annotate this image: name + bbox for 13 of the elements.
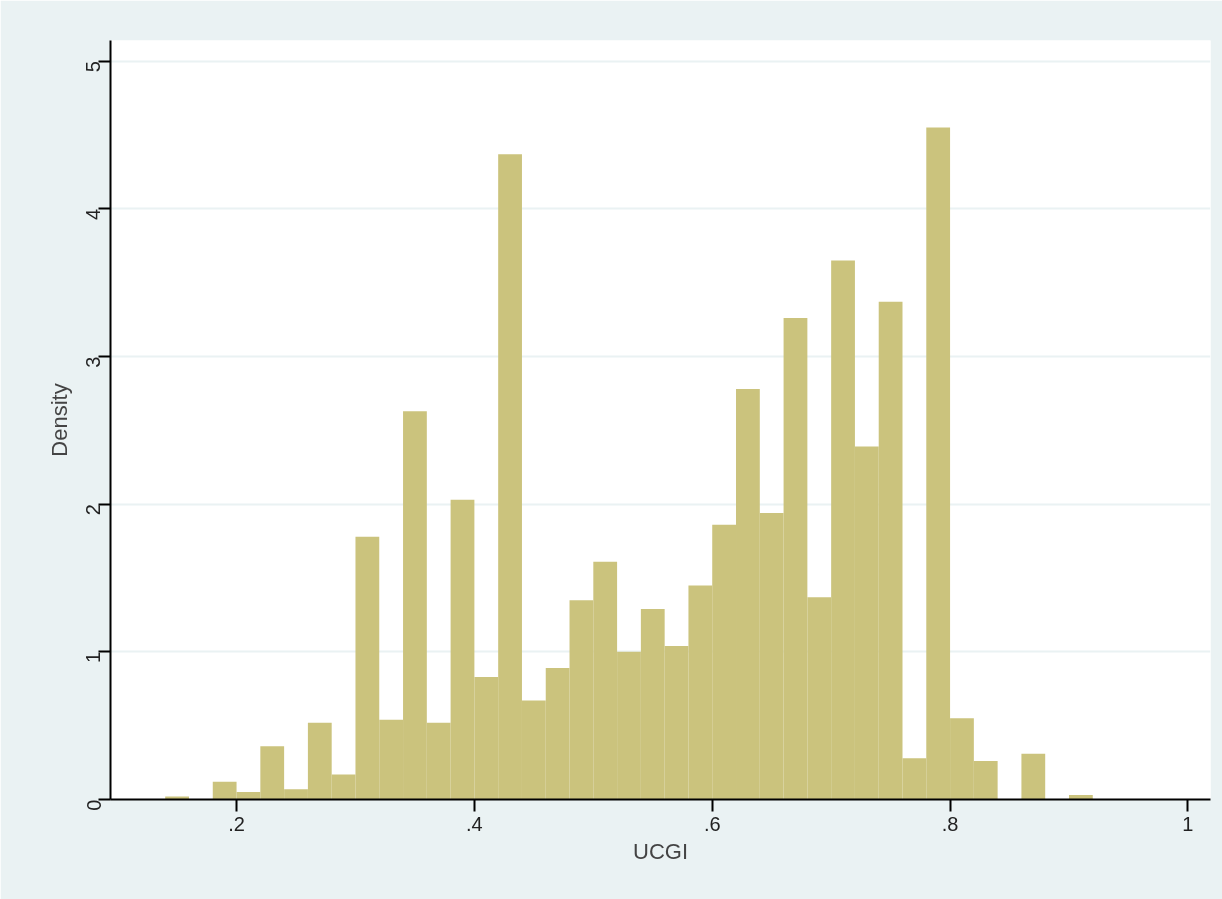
y-tick-label: 3 (82, 356, 105, 368)
y-tick-label: 0 (82, 799, 105, 811)
y-tick-label: 1 (82, 651, 105, 663)
y-tick-label: 2 (82, 504, 105, 516)
x-tick-label: .4 (466, 812, 483, 835)
x-axis-title: UCGI (633, 838, 688, 864)
x-tick-label: .2 (228, 812, 245, 835)
y-axis-title: Density (46, 383, 72, 457)
y-tick-label: 4 (82, 208, 105, 220)
x-tick-label: .6 (703, 812, 721, 835)
x-tick-label: .8 (941, 812, 959, 835)
y-tick-label: 5 (82, 61, 105, 73)
x-tick-label: 1 (1182, 812, 1194, 835)
